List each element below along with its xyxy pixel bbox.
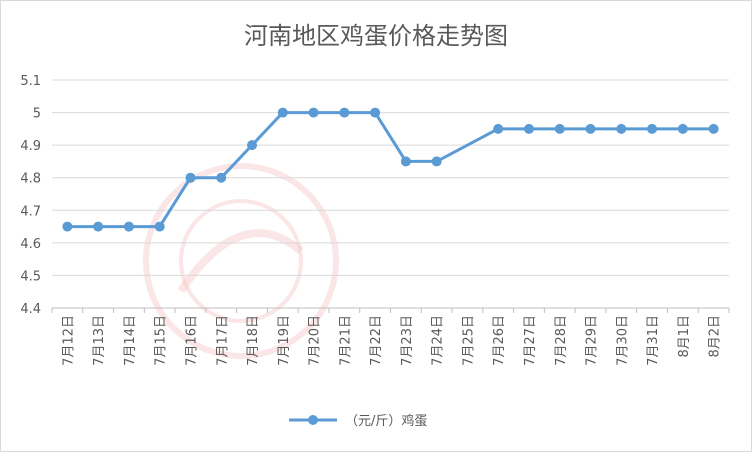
x-tick-label: 7月27日 [523,315,538,366]
x-tick-label: 7月16日 [184,315,199,366]
y-tick-label: 4.6 [20,237,41,252]
y-tick-label: 5.1 [20,74,41,89]
y-tick-label: 4.7 [20,204,41,219]
data-point [308,107,319,118]
legend: （元/斤）鸡蛋 [289,413,427,429]
data-point [247,140,258,151]
data-point [616,123,627,134]
chart-title: 河南地区鸡蛋价格走势图 [244,22,508,50]
data-point [677,123,688,134]
x-tick-label: 8月1日 [677,315,692,358]
series-layer [62,107,719,232]
x-tick-label: 7月29日 [585,315,600,366]
watermark-logo [143,163,339,359]
y-axis: 4.4 4.5 4.6 4.7 4.8 4.9 5 5.1 [20,74,41,317]
x-tick-label: 7月28日 [554,315,569,366]
x-tick-label: 7月14日 [123,315,138,366]
data-point [154,221,165,232]
x-tick-label: 7月24日 [431,315,446,366]
x-tick-label: 7月30日 [615,315,630,366]
y-tick-label: 4.9 [20,139,41,154]
legend-series-label: （元/斤）鸡蛋 [345,413,427,429]
data-point [647,123,658,134]
x-tick-label: 7月20日 [308,315,323,366]
grid-lines [52,79,729,309]
x-tick-label: 7月18日 [246,315,261,366]
y-tick-label: 4.4 [20,302,41,317]
x-tick-label: 7月22日 [369,315,384,366]
data-point [554,123,565,134]
data-point [185,172,196,183]
data-point [62,221,73,232]
x-tick-label: 8月2日 [708,315,723,358]
data-point [93,221,104,232]
data-point [493,123,504,134]
x-tick-label: 7月21日 [338,315,353,366]
y-tick-label: 4.5 [20,269,41,284]
data-point [708,123,719,134]
data-point [523,123,534,134]
data-point [400,156,411,167]
data-point [431,156,442,167]
x-axis: 7月12日 7月13日 7月14日 7月15日 7月16日 7月17日 7月18日 7月19日… [51,308,730,366]
y-tick-label: 5 [33,107,41,122]
x-tick-label: 7月15日 [154,315,169,366]
x-tick-label: 7月25日 [461,315,476,366]
data-point [370,107,381,118]
data-point [123,221,134,232]
x-tick-label: 7月19日 [277,315,292,366]
legend-marker-swatch [308,415,318,425]
data-point [339,107,350,118]
x-tick-label: 7月23日 [400,315,415,366]
x-tick-label: 7月26日 [492,315,507,366]
data-point [216,172,227,183]
data-point [277,107,288,118]
x-tick-label: 7月13日 [92,315,107,366]
x-tick-label: 7月31日 [646,315,661,366]
x-tick-label: 7月17日 [215,315,230,366]
data-point [585,123,596,134]
x-tick-label: 7月12日 [61,315,76,366]
y-tick-label: 4.8 [20,172,41,187]
